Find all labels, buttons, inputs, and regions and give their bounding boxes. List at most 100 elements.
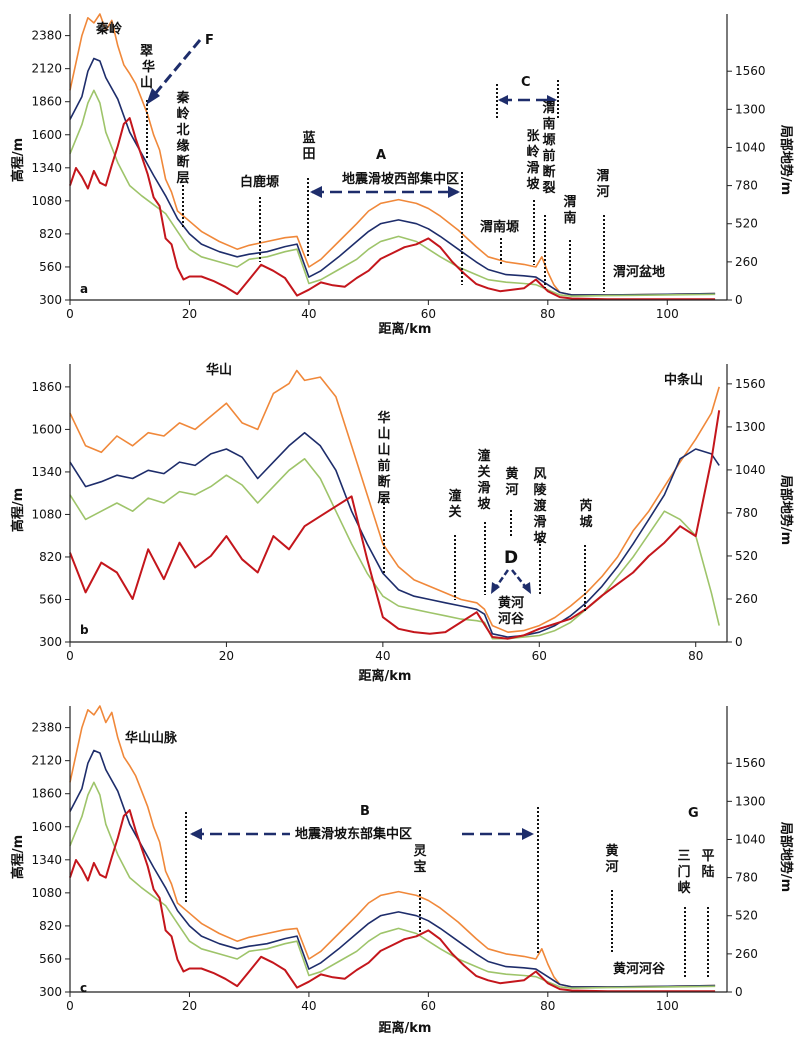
y-tick-label-left: 1340: [31, 853, 62, 867]
east-zone-label-bg: [290, 822, 460, 844]
y-tick-label-left: 2380: [31, 721, 62, 735]
annotation-huanghe-c: 黄河: [605, 843, 618, 875]
y-tick-label-left: 1860: [31, 787, 62, 801]
x-tick-label: 100: [656, 999, 679, 1013]
y-tick-label-right: 520: [735, 909, 758, 923]
x-tick-label: 40: [301, 307, 316, 321]
annotation-ruicheng: 芮城: [579, 498, 592, 530]
arrow-c-right-head: [547, 95, 557, 105]
annotation-west-zone: 地震滑坡西部集中区: [342, 171, 459, 187]
y-tick-label-left: 1080: [31, 886, 62, 900]
x-axis-title: 距离/km: [379, 321, 432, 337]
y-tick-label-left: 2380: [31, 29, 62, 43]
y-tick-label-left: 820: [39, 550, 62, 564]
y-tick-label-left: 1340: [31, 465, 62, 479]
y-tick-label-right: 1300: [735, 420, 766, 434]
y-tick-label-left: 560: [39, 952, 62, 966]
annotation-char: 关: [477, 464, 490, 480]
y-tick-label-right: 1040: [735, 463, 766, 477]
annotation-char: 华: [377, 410, 390, 426]
arrow-f-head: [146, 88, 160, 105]
series-line-lower: [69, 89, 716, 297]
annotation-char: 前: [377, 458, 390, 474]
annotation-tongguan: 潼关: [448, 488, 461, 520]
y-tick-label-right: 520: [735, 217, 758, 231]
annotation-line: 河谷: [498, 611, 525, 627]
annotation-char: 滑: [477, 480, 490, 496]
y-axis-title-left: 高程/m: [10, 138, 26, 182]
annotation-char: 秦: [175, 90, 190, 106]
chart-panel-c: 0 20 40 60 80 100 300 560 820 1080 1340 1600 1860 212…: [10, 705, 794, 1036]
annotation-char: 渭: [596, 169, 609, 184]
y-axis-title-left: 高程/m: [10, 488, 26, 532]
x-tick-label: 20: [219, 649, 234, 663]
y-tick-label-left: 300: [39, 635, 62, 649]
y-axis-title-right: 局部地势/m: [778, 125, 794, 195]
y-tick-label-right: 0: [735, 635, 743, 649]
annotation-pinglu: 平陆: [701, 849, 714, 880]
annotation-char: 坡: [533, 530, 547, 546]
annotation-char: 蓝: [302, 130, 315, 146]
series-line-lower: [69, 781, 716, 989]
plot-area: 0 20 40 60 80 300 560 820 1080 1340 1600 1860 0 260 52…: [31, 364, 766, 663]
annotation-char: 断: [377, 474, 390, 490]
annotation-char: 芮: [579, 498, 592, 514]
y-tick-label-right: 0: [735, 985, 743, 999]
y-tick-label-right: 1300: [735, 794, 766, 808]
y-tick-label-right: 1560: [735, 756, 766, 770]
y-tick-label-left: 560: [39, 592, 62, 606]
annotation-char: 陆: [701, 864, 714, 880]
annotation-char: 断: [542, 164, 555, 180]
series-line-mean: [69, 749, 716, 988]
annotation-char: 前: [542, 148, 555, 164]
arrow-c-left-head: [498, 95, 508, 105]
x-tick-label: 40: [301, 999, 316, 1013]
annotation-lantian: 蓝田: [302, 130, 315, 162]
x-tick-label: 80: [540, 999, 555, 1013]
x-tick-label: 60: [421, 999, 436, 1013]
arrow-west-zone-left-head: [310, 186, 322, 198]
annotation-char: 张: [526, 129, 540, 144]
plot-area: 0 20 40 60 80 100 300 560 820 1080 1340 1600 1860 212…: [31, 705, 766, 1013]
annotation-lingbao: 灵宝: [413, 844, 427, 875]
annotation-d: D: [504, 548, 518, 568]
annotation-char: 潼: [477, 448, 490, 464]
arrow-west-zone-right-head: [448, 186, 460, 198]
x-tick-label: 100: [656, 307, 679, 321]
annotation-char: 坡: [477, 496, 491, 512]
arrow-f: [148, 39, 202, 101]
annotation-zhongtiaoshan: 中条山: [664, 372, 703, 388]
y-tick-label-right: 780: [735, 179, 758, 193]
panel-label: b: [80, 623, 89, 637]
annotation-char: 山: [140, 75, 153, 91]
annotation-weinanyuan: 渭南塬: [480, 219, 519, 235]
y-axis-title-right: 局部地势/m: [778, 822, 794, 892]
annotation-char: 田: [302, 147, 315, 162]
y-tick-label-left: 1600: [31, 128, 62, 142]
annotation-char: 渡: [533, 498, 547, 514]
annotation-char: 滑: [526, 160, 539, 176]
series-line-relief: [69, 117, 716, 301]
y-tick-label-left: 1340: [31, 161, 62, 175]
x-axis-title: 距离/km: [359, 668, 412, 684]
arrow-east-zone-left-head: [190, 828, 202, 840]
y-tick-label-left: 820: [39, 919, 62, 933]
annotation-char: 河: [596, 184, 609, 200]
plot-area: 0 20 40 60 80 100 300 560 820 1080 1340 1600 1860 212…: [31, 13, 766, 321]
annotation-char: 岭: [176, 106, 189, 122]
arrow-east-zone-right-head: [522, 828, 534, 840]
y-tick-label-left: 1860: [31, 380, 62, 394]
x-tick-label: 0: [66, 649, 74, 663]
annotation-char: 风: [533, 467, 546, 482]
annotation-char: 潼: [448, 488, 461, 504]
annotation-char: 渭: [542, 101, 555, 116]
y-tick-label-right: 260: [735, 947, 758, 961]
annotation-char: 塬: [542, 132, 555, 148]
x-tick-label: 80: [540, 307, 555, 321]
y-tick-label-left: 1080: [31, 507, 62, 521]
annotation-char: 北: [176, 123, 189, 138]
